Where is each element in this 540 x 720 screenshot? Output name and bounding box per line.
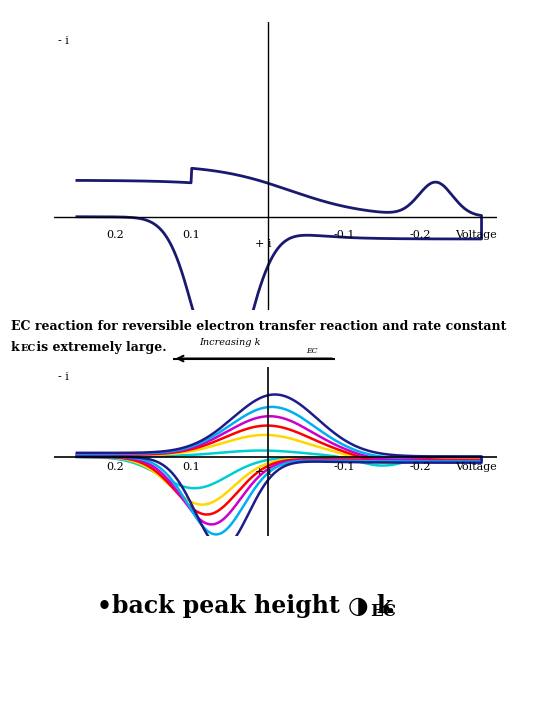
- Text: .: .: [386, 594, 394, 618]
- Text: EC reaction for reversible electron transfer reaction and rate constant: EC reaction for reversible electron tran…: [11, 320, 506, 333]
- Text: + i: + i: [255, 239, 272, 249]
- Text: 0.2: 0.2: [106, 462, 124, 472]
- Text: - i: - i: [58, 372, 69, 382]
- Text: Voltage: Voltage: [455, 462, 497, 472]
- Text: -0.1: -0.1: [333, 230, 355, 240]
- Text: EC: EC: [21, 344, 36, 353]
- Text: k: k: [11, 341, 19, 354]
- Text: -0.2: -0.2: [410, 230, 431, 240]
- Text: is extremely large.: is extremely large.: [32, 341, 167, 354]
- Text: 0.1: 0.1: [183, 230, 200, 240]
- Text: -0.2: -0.2: [410, 462, 431, 472]
- Text: 0.1: 0.1: [183, 462, 200, 472]
- Text: - i: - i: [58, 36, 69, 46]
- Text: Increasing k: Increasing k: [199, 338, 260, 347]
- Text: -0.1: -0.1: [333, 462, 355, 472]
- Text: Voltage: Voltage: [455, 230, 497, 240]
- Text: •back peak height ◑ k: •back peak height ◑ k: [97, 594, 394, 618]
- Text: + i: + i: [255, 467, 272, 477]
- Text: 0.2: 0.2: [106, 230, 124, 240]
- Text: EC: EC: [370, 603, 396, 620]
- Text: EC: EC: [306, 347, 317, 355]
